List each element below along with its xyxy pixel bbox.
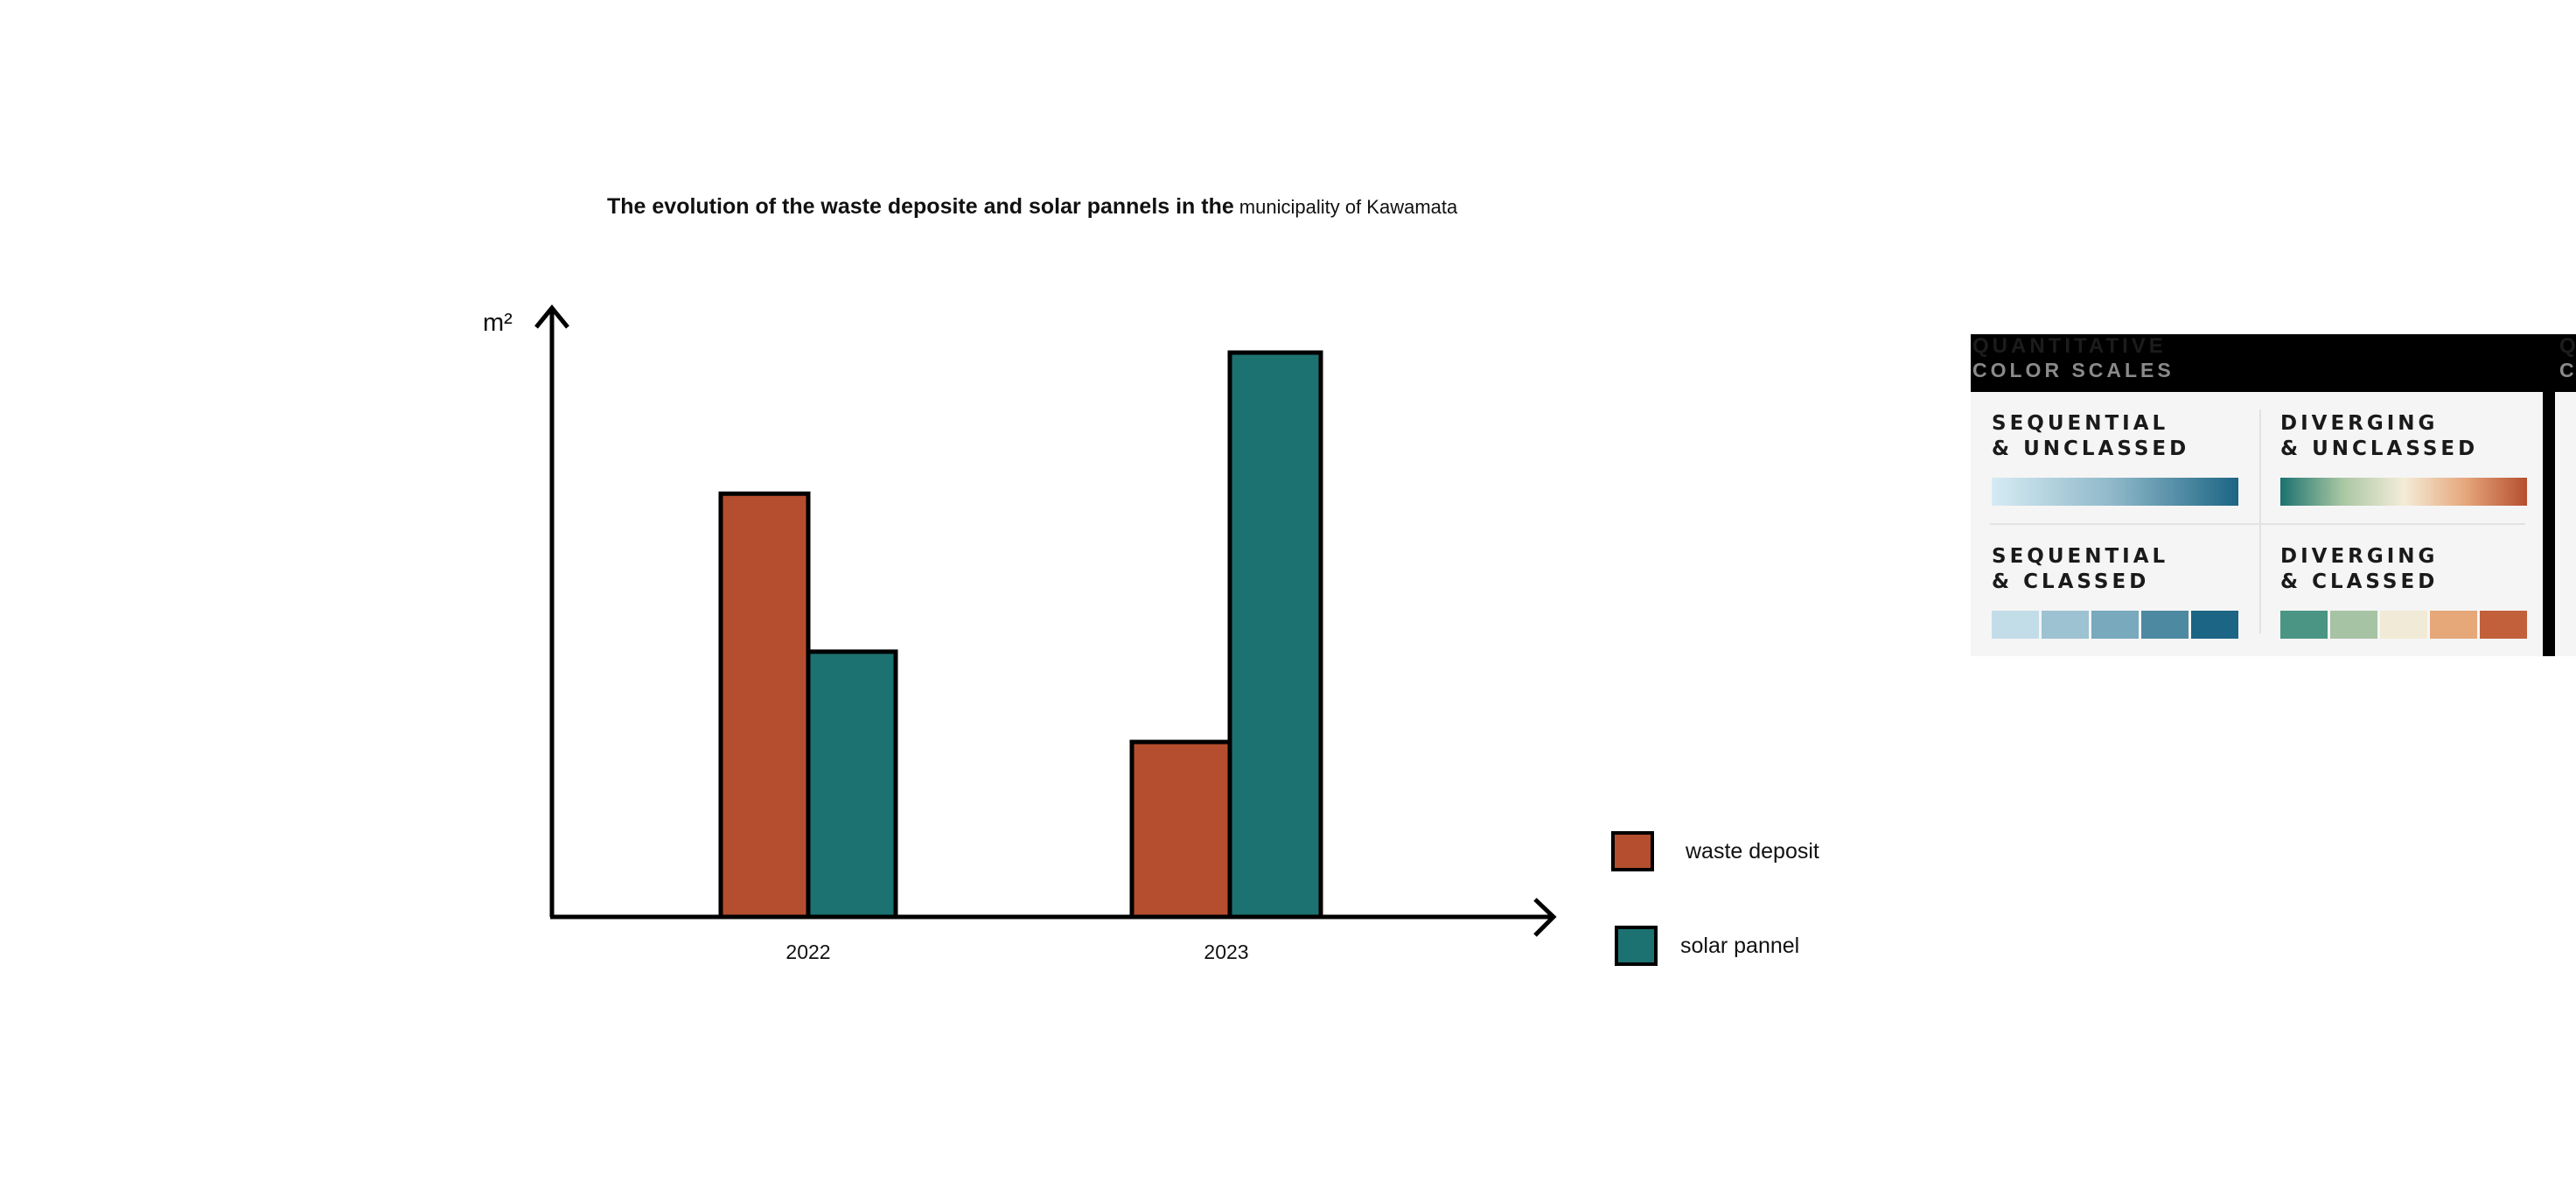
- color-scales-header-line1: QUANTITATIVE: [1972, 334, 2167, 358]
- scale-title-line1: SEQUENTIAL: [1992, 545, 2169, 568]
- legend-swatch-waste-deposit: [1611, 831, 1654, 871]
- chart-axes: m²: [483, 304, 1557, 937]
- x-tick-label-2023: 2023: [1204, 941, 1248, 963]
- color-scales-panel: QUANTITATIVE COLOR SCALES Q C SEQUENTIAL…: [1971, 334, 2576, 656]
- x-tick-label-2022: 2022: [785, 941, 830, 963]
- scale-title-line2: & UNCLASSED: [1992, 437, 2190, 460]
- scale-class-swatch: [2280, 611, 2328, 639]
- scale-class-swatch: [2330, 611, 2377, 639]
- x-axis-arrow: [1533, 898, 1557, 937]
- chart-title: The evolution of the waste deposite and …: [607, 194, 1457, 220]
- bar-waste-deposit-2022: [718, 491, 811, 920]
- color-scales-header: QUANTITATIVE COLOR SCALES Q C: [1971, 334, 2576, 392]
- scale-classed-bar: [1992, 611, 2238, 639]
- color-scales-header-line2: COLOR SCALES: [1972, 359, 2175, 381]
- scale-gradient-bar: [2280, 478, 2527, 506]
- scale-diverging-unclassed: DIVERGING & UNCLASSED: [2280, 411, 2529, 506]
- color-scales-header-line1-cut: Q: [2559, 334, 2576, 358]
- scale-gradient-bar: [1992, 478, 2238, 506]
- scale-title-line2: & CLASSED: [1992, 570, 2150, 593]
- color-scales-header-line2-cut: C: [2559, 359, 2576, 381]
- legend-label-solar-pannel: solar pannel: [1680, 933, 1800, 958]
- legend-swatch-solar-pannel: [1615, 926, 1658, 966]
- scale-class-swatch: [2191, 611, 2238, 639]
- bar-solar-pannel-2022: [806, 649, 898, 920]
- scale-class-swatch: [2380, 611, 2427, 639]
- legend-label-waste-deposit: waste deposit: [1686, 838, 1819, 864]
- scale-title-line1: SEQUENTIAL: [1992, 412, 2169, 435]
- bar-solar-pannel-2023: [1227, 350, 1323, 920]
- chart-tick-labels: 2022 2023: [785, 941, 1248, 963]
- scale-class-swatch: [2091, 611, 2139, 639]
- scale-class-swatch: [2430, 611, 2477, 639]
- scale-title-line2: & CLASSED: [2280, 570, 2439, 593]
- chart-bars: [718, 350, 1323, 920]
- color-scales-vertical-divider: [2259, 409, 2261, 633]
- scale-title-line2: & UNCLASSED: [2280, 437, 2479, 460]
- legend-item-waste-deposit: waste deposit: [1611, 831, 1819, 871]
- bar-waste-deposit-2023: [1129, 739, 1232, 920]
- scale-class-swatch: [2141, 611, 2189, 639]
- chart-title-rest: municipality of Kawamata: [1239, 196, 1458, 218]
- scale-sequential-classed: SEQUENTIAL & CLASSED: [1992, 544, 2240, 639]
- legend-item-solar-pannel: solar pannel: [1615, 926, 1799, 966]
- chart-title-main: The evolution of the waste deposite and …: [607, 194, 1234, 219]
- scale-class-swatch: [1992, 611, 2039, 639]
- scale-diverging-classed: DIVERGING & CLASSED: [2280, 544, 2529, 639]
- y-axis-arrow: [534, 304, 569, 329]
- scale-classed-bar: [2280, 611, 2527, 639]
- scale-title-line1: DIVERGING: [2280, 412, 2439, 435]
- scale-sequential-unclassed: SEQUENTIAL & UNCLASSED: [1992, 411, 2240, 506]
- color-scales-horizontal-divider: [1990, 523, 2525, 525]
- scale-title-line1: DIVERGING: [2280, 545, 2439, 568]
- y-axis-label: m²: [483, 309, 513, 337]
- scale-class-swatch: [2480, 611, 2527, 639]
- scale-class-swatch: [2042, 611, 2089, 639]
- color-scales-right-bar: [2543, 392, 2555, 656]
